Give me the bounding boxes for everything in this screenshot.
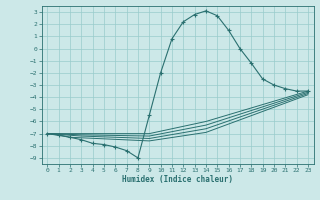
- X-axis label: Humidex (Indice chaleur): Humidex (Indice chaleur): [122, 175, 233, 184]
